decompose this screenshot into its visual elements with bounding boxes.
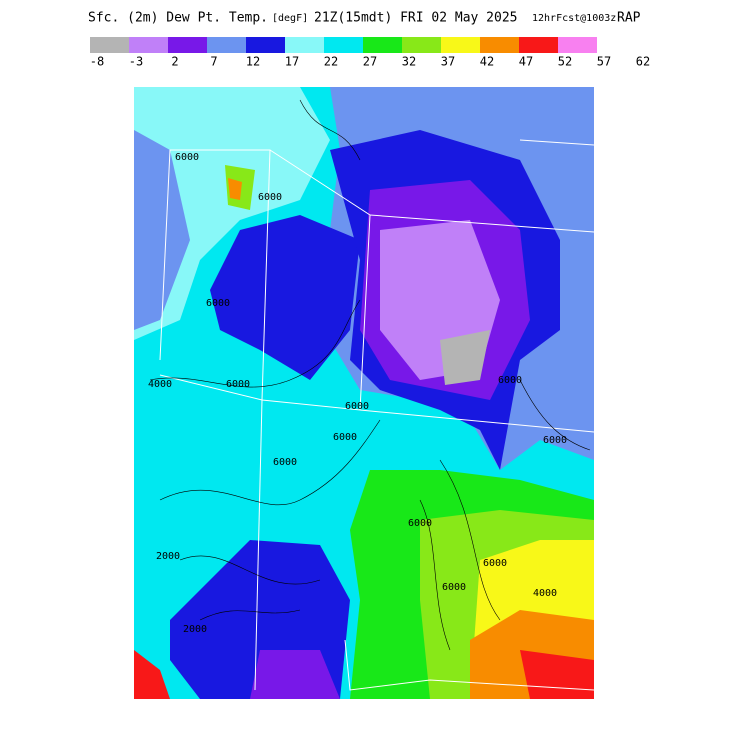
legend-label: -8 — [90, 55, 104, 69]
region — [134, 130, 190, 330]
legend-label: 62 — [636, 55, 650, 69]
map: 6000 6000 4000 6000 6000 6000 2000 2000 6000 6000… — [134, 87, 595, 699]
contour-label: 4000 — [533, 588, 557, 599]
legend-label: 32 — [402, 55, 416, 69]
legend-swatch — [90, 37, 129, 53]
contour-labels: 6000 6000 4000 6000 6000 6000 2000 2000 6000 6000… — [148, 152, 567, 635]
legend-swatch — [441, 37, 480, 53]
contour-label: 6000 — [408, 518, 432, 529]
legend-label: 17 — [285, 55, 299, 69]
valid-time: 21Z(15mdt) FRI 02 May 2025 — [314, 11, 518, 26]
legend-swatch — [324, 37, 363, 53]
legend-label: 12 — [246, 55, 260, 69]
legend-swatch — [480, 37, 519, 53]
contour-label: 6000 — [258, 192, 282, 203]
model: RAP — [617, 11, 641, 26]
legend-label: 22 — [324, 55, 338, 69]
legend-label: 47 — [519, 55, 533, 69]
forecast: 12hrFcst@1003z — [532, 13, 616, 24]
title: Sfc. (2m) Dew Pt. Temp. — [88, 11, 268, 26]
legend-swatch — [402, 37, 441, 53]
legend-label: 52 — [558, 55, 572, 69]
contour-label: 6000 — [543, 435, 567, 446]
region — [228, 178, 242, 200]
contour-label: 6000 — [175, 152, 199, 163]
contour-label: 6000 — [498, 375, 522, 386]
contour-label: 6000 — [206, 298, 230, 309]
legend-swatch — [246, 37, 285, 53]
legend-label: 57 — [597, 55, 611, 69]
region — [440, 330, 490, 385]
contours — [149, 99, 591, 651]
contour-label: 6000 — [345, 401, 369, 412]
contour-label: 6000 — [226, 379, 250, 390]
contour-label: 4000 — [148, 379, 172, 390]
contour-label: 2000 — [183, 624, 207, 635]
contour-label: 6000 — [442, 582, 466, 593]
legend-label: 37 — [441, 55, 455, 69]
legend-label: 2 — [171, 55, 178, 69]
region — [134, 650, 170, 699]
units: [degF] — [272, 13, 308, 24]
contour-label: 6000 — [273, 457, 297, 468]
legend-swatch — [207, 37, 246, 53]
contour-label: 2000 — [156, 551, 180, 562]
contour-label: 6000 — [483, 558, 507, 569]
legend-label: -3 — [129, 55, 143, 69]
contour-label: 6000 — [333, 432, 357, 443]
legend-label: 27 — [363, 55, 377, 69]
legend-swatch — [558, 37, 597, 53]
legend-label: 42 — [480, 55, 494, 69]
boundaries — [159, 139, 595, 691]
legend-swatch — [129, 37, 168, 53]
legend-label: 7 — [210, 55, 217, 69]
legend-swatch — [285, 37, 324, 53]
legend: -8 -3 2 7 12 17 22 27 32 37 42 47 52 57 62 — [90, 37, 650, 69]
legend-swatch — [363, 37, 402, 53]
legend-swatch — [168, 37, 207, 53]
region — [210, 215, 360, 380]
legend-swatch — [519, 37, 558, 53]
region — [250, 650, 340, 699]
